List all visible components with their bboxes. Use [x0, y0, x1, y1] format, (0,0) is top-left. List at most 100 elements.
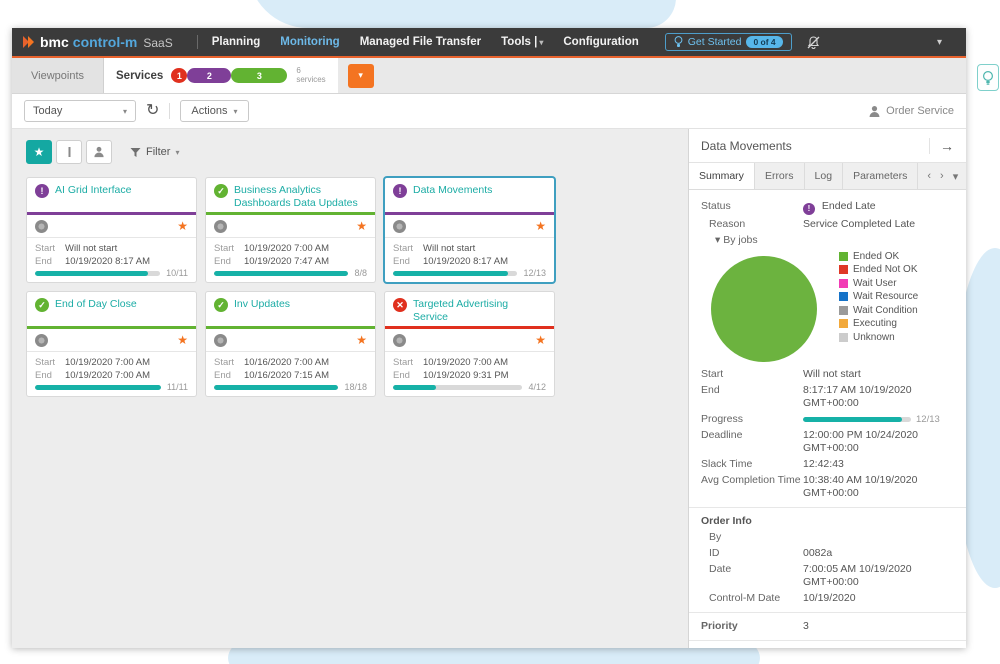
app-window: bmc control-m SaaS Planning Monitoring M…: [12, 28, 966, 648]
caret-down-icon: ▾: [715, 233, 721, 246]
gear-icon[interactable]: [393, 219, 406, 233]
chevron-down-icon: ▾: [233, 106, 238, 116]
detail-start: Will not start: [803, 367, 861, 380]
details-panel: Data Movements → Summary Errors Log Para…: [688, 129, 966, 648]
star-icon: ★: [33, 145, 45, 159]
favorites-view-button[interactable]: ★: [26, 140, 52, 164]
status-line: [385, 326, 554, 329]
progress-bar: [35, 384, 161, 390]
progress-count: 8/8: [354, 268, 367, 278]
status-line: [206, 212, 375, 215]
service-card-targeted-advertising[interactable]: ✕ Targeted Advertising Service ★ Start 10…: [384, 291, 555, 397]
tab-services[interactable]: Services 1 2 3 6 services: [104, 58, 338, 93]
favorite-star-icon[interactable]: ★: [177, 333, 188, 347]
list-view-icon: [68, 147, 70, 157]
gear-icon[interactable]: [393, 333, 406, 347]
help-hints-button[interactable]: [977, 64, 999, 91]
get-started-badge: 0 of 4: [746, 36, 783, 48]
gear-icon[interactable]: [35, 333, 48, 347]
order-id: 0082a: [803, 546, 833, 559]
service-card-data-movements[interactable]: ! Data Movements ★ Start Will not start E…: [384, 177, 555, 283]
status-icon: !: [393, 184, 407, 198]
tabs-scroll-left-icon[interactable]: ‹: [927, 170, 932, 182]
get-started-button[interactable]: Get Started 0 of 4: [664, 33, 792, 51]
progress-bar: [393, 270, 518, 276]
progress-count: 12/13: [523, 268, 546, 278]
refresh-icon: ↻: [146, 102, 160, 119]
status-icon: ✓: [35, 298, 49, 312]
summary-content: Status ! Ended Late Reason Service Compl…: [689, 190, 966, 648]
menu-item-configuration[interactable]: Configuration: [563, 36, 639, 48]
bmc-logo[interactable]: bmc control-m SaaS: [22, 34, 173, 50]
service-card-ai-grid-interface[interactable]: ! AI Grid Interface ★ Start Will not star…: [26, 177, 197, 283]
favorite-star-icon[interactable]: ★: [356, 333, 367, 347]
order-service-button[interactable]: Order Service: [868, 105, 954, 118]
by-jobs-toggle[interactable]: ▾ By jobs: [715, 233, 758, 246]
actions-button[interactable]: Actions ▾: [180, 100, 249, 122]
my-services-button[interactable]: [86, 140, 112, 164]
start-value: Will not start: [423, 243, 476, 254]
gear-icon[interactable]: [214, 333, 227, 347]
detail-end: 8:17:17 AM 10/19/2020 GMT+00:00: [803, 383, 912, 409]
tab-parameters[interactable]: Parameters: [843, 163, 919, 189]
notifications-muted-button[interactable]: [806, 35, 821, 50]
service-card-end-of-day-close[interactable]: ✓ End of Day Close ★ Start 10/19/2020 7:0…: [26, 291, 197, 397]
gear-icon[interactable]: [214, 219, 227, 233]
services-tab-menu-button[interactable]: ▾: [347, 63, 374, 88]
menu-item-managed-file-transfer[interactable]: Managed File Transfer: [359, 36, 482, 48]
priority-value: 3: [803, 619, 809, 632]
person-icon: [94, 146, 104, 158]
start-value: 10/19/2020 7:00 AM: [65, 357, 151, 368]
refresh-button[interactable]: ↻: [146, 103, 159, 119]
order-date: 7:00:05 AM 10/19/2020 GMT+00:00: [803, 562, 912, 588]
chevron-down-icon: ▾: [122, 106, 127, 116]
toolbar: Today ▾ ↻ Actions ▾ Order Service: [12, 94, 966, 129]
favorite-star-icon[interactable]: ★: [535, 333, 546, 347]
service-card-business-analytics[interactable]: ✓ Business Analytics Dashboards Data Upd…: [205, 177, 376, 283]
favorite-star-icon[interactable]: ★: [177, 219, 188, 233]
status-icon: ✕: [393, 298, 407, 312]
bmc-logo-icon: [23, 36, 34, 48]
navbar-collapse-button[interactable]: ▾: [937, 37, 956, 48]
tab-log[interactable]: Log: [805, 163, 844, 189]
panel-tab-bar: Summary Errors Log Parameters ‹ › ▾: [689, 163, 966, 190]
background-blob-top: [248, 0, 676, 28]
arrow-right-icon: →: [940, 137, 954, 154]
order-info-header: Order Info: [701, 514, 752, 527]
logo-text-product: control-m: [72, 34, 138, 50]
tab-errors[interactable]: Errors: [755, 163, 805, 189]
filter-dropdown[interactable]: Filter ▾: [130, 146, 179, 158]
menu-item-monitoring[interactable]: Monitoring: [280, 36, 340, 48]
tabs-scroll-right-icon[interactable]: ›: [940, 170, 944, 182]
lightbulb-icon: [982, 70, 994, 85]
service-card-inv-updates[interactable]: ✓ Inv Updates ★ Start 10/16/2020 7:00 AM …: [205, 291, 376, 397]
chevron-down-icon: ▾: [358, 70, 363, 80]
end-value: 10/19/2020 8:17 AM: [65, 255, 151, 267]
status-icon: ✓: [214, 184, 228, 198]
services-grid: ! AI Grid Interface ★ Start Will not star…: [26, 177, 574, 397]
services-count: 6 services: [296, 66, 326, 84]
progress-count: 12/13: [916, 413, 940, 425]
status-icon: !: [803, 202, 815, 215]
services-area: ★ Filter ▾: [12, 129, 688, 648]
panel-title: Data Movements: [701, 138, 792, 153]
collapse-panel-button[interactable]: →: [929, 137, 954, 154]
start-value: Will not start: [65, 243, 118, 254]
start-value: 10/19/2020 7:00 AM: [423, 357, 509, 368]
list-view-button[interactable]: [56, 140, 82, 164]
time-range-select[interactable]: Today ▾: [24, 100, 136, 122]
menu-item-planning[interactable]: Planning: [211, 36, 261, 48]
detail-slack: 12:42:43: [803, 457, 844, 470]
legend-swatch: [839, 292, 848, 302]
tab-viewpoints[interactable]: Viewpoints: [12, 58, 104, 93]
gear-icon[interactable]: [35, 219, 48, 233]
favorite-star-icon[interactable]: ★: [535, 219, 546, 233]
tabs-more-icon[interactable]: ▾: [952, 170, 959, 183]
menu-item-tools[interactable]: Tools | ▾: [501, 36, 544, 48]
tab-summary[interactable]: Summary: [689, 163, 755, 189]
legend-swatch: [839, 278, 848, 288]
section-divider: [689, 639, 966, 641]
funnel-icon: [130, 147, 141, 157]
favorite-star-icon[interactable]: ★: [356, 219, 367, 233]
order-ctm-date: 10/19/2020: [803, 591, 856, 604]
